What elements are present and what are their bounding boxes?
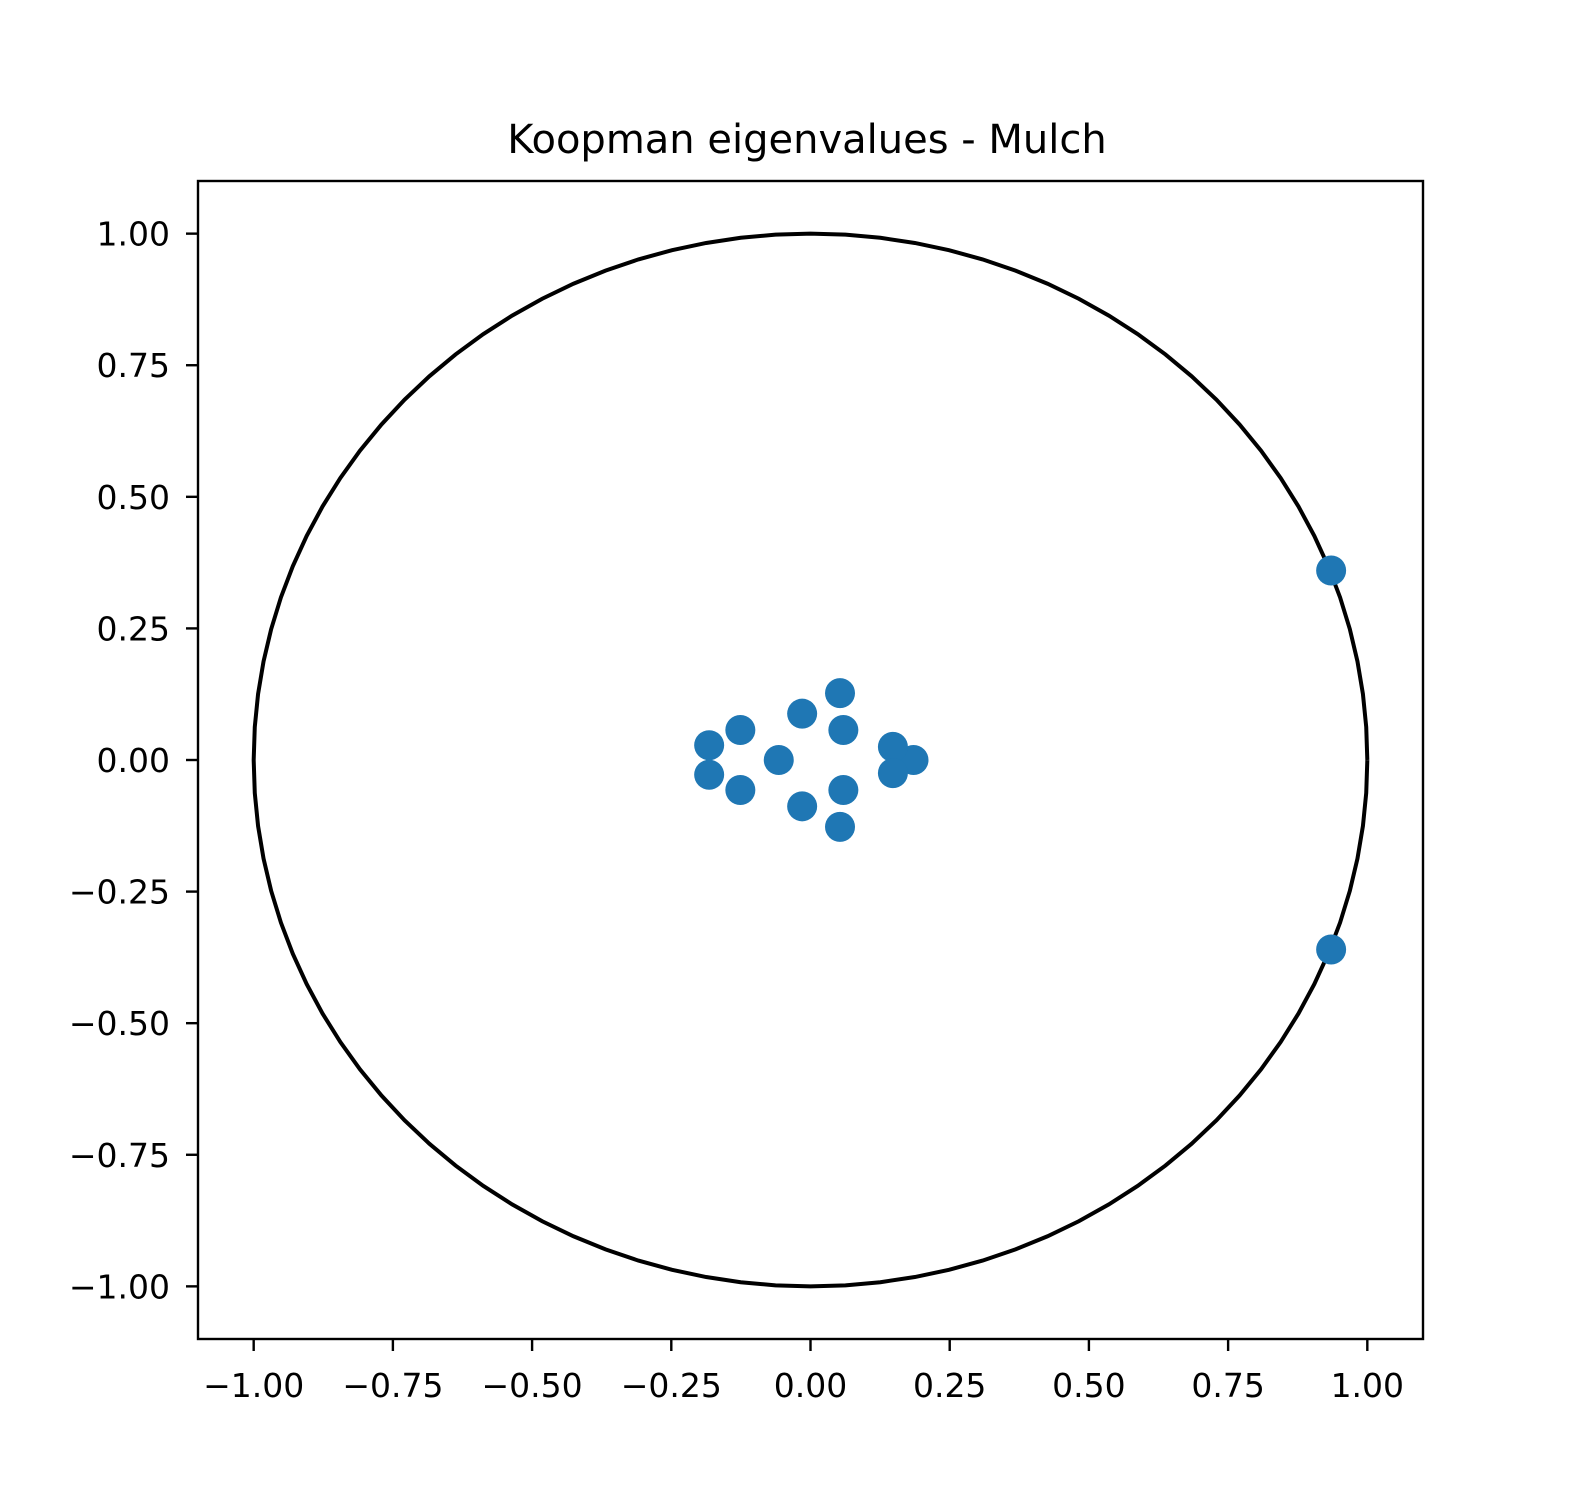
- eigenvalue-point: [694, 730, 725, 761]
- unit-circle: [251, 231, 1370, 1289]
- y-tick-label: −1.00: [69, 1267, 170, 1306]
- y-tick-label: −0.25: [69, 873, 170, 912]
- eigenvalue-point: [1316, 555, 1347, 586]
- x-tick-label: −0.25: [621, 1366, 722, 1405]
- eigenvalue-point: [1316, 934, 1347, 965]
- axes-frame: [196, 179, 1425, 1341]
- eigenvalue-point: [787, 791, 818, 822]
- y-tick-label: 0.00: [97, 741, 170, 780]
- x-tick-label: −1.00: [203, 1366, 304, 1405]
- x-tick-label: 1.00: [1331, 1366, 1404, 1405]
- eigenvalue-point: [787, 698, 818, 729]
- chart-title: Koopman eigenvalues - Mulch: [507, 117, 1106, 163]
- x-tick-label: 0.00: [774, 1366, 847, 1405]
- x-tick-label: −0.75: [342, 1366, 443, 1405]
- eigenvalue-point: [725, 714, 756, 745]
- plot-area: [251, 231, 1370, 1289]
- y-tick-label: 0.50: [97, 478, 170, 517]
- y-tick-label: −0.50: [69, 1004, 170, 1043]
- x-tick-label: 0.50: [1052, 1366, 1125, 1405]
- y-tick-label: −0.75: [69, 1136, 170, 1175]
- eigenvalue-point: [825, 678, 856, 709]
- x-tick-label: 0.25: [913, 1366, 986, 1405]
- eigenvalue-point: [828, 714, 859, 745]
- eigenvalue-point: [828, 775, 859, 806]
- y-tick-label: 1.00: [97, 215, 170, 254]
- eigenvalue-point: [877, 758, 908, 789]
- axes: −1.00 −0.75 −0.50 −0.25 0.00 0.25 0.50 0.75 1.00…: [69, 179, 1425, 1405]
- x-tick-label: −0.50: [482, 1366, 583, 1405]
- eigenvalue-point: [725, 775, 756, 806]
- y-tick-label: 0.75: [97, 346, 170, 385]
- eigenvalue-point: [763, 745, 794, 775]
- y-tick-label: 0.25: [97, 609, 170, 648]
- eigenvalue-point: [825, 811, 856, 842]
- eigenvalue-point: [877, 731, 908, 762]
- x-tick-label: 0.75: [1191, 1366, 1264, 1405]
- eigenvalue-point: [694, 759, 725, 790]
